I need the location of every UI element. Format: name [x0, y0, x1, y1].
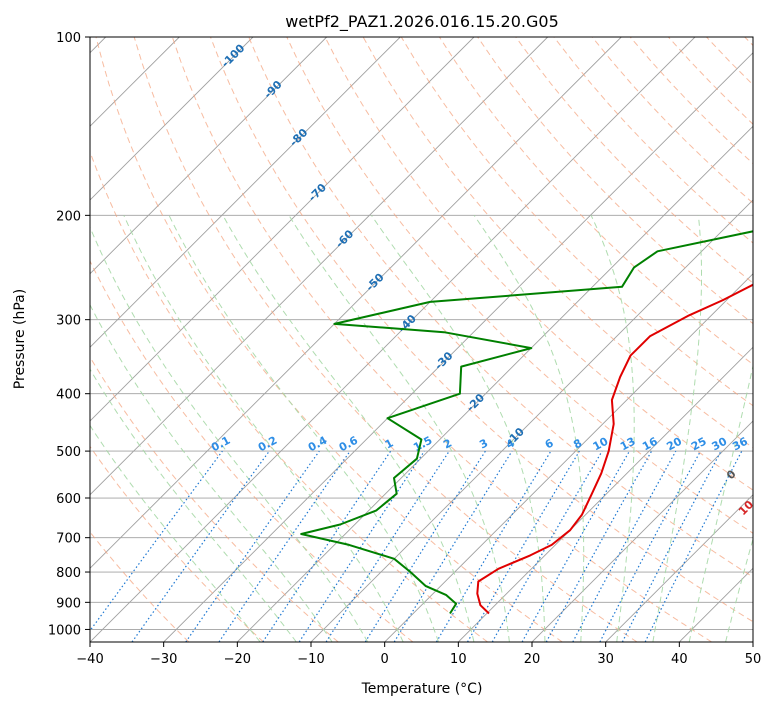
mixing-ratio-line — [218, 450, 351, 642]
isotherm-line — [163, 52, 753, 642]
x-tick-label: −20 — [224, 652, 251, 667]
temperature-profile — [476, 283, 753, 615]
y-tick-label: 400 — [56, 388, 81, 403]
y-tick-label: 500 — [56, 445, 81, 460]
y-tick-label: 800 — [56, 566, 81, 581]
moist-adiabats — [90, 215, 753, 642]
chart-title: wetPf2_PAZ1.2026.016.15.20.G05 — [285, 12, 559, 32]
x-tick-label: 30 — [597, 652, 614, 667]
mixing-ratio-label: 13 — [618, 435, 638, 454]
mixing-ratio-label: 25 — [689, 435, 709, 454]
x-tick-label: −30 — [150, 652, 177, 667]
moist-adiabat-line — [90, 226, 369, 642]
isotherm-line — [90, 37, 696, 642]
y-tick-label: 100 — [56, 31, 81, 46]
dry-adiabat-line — [171, 37, 712, 642]
isotherm-line — [90, 37, 622, 569]
mixing-ratio-line — [393, 450, 513, 642]
x-tick-label: 40 — [671, 652, 688, 667]
mixing-ratio-line — [131, 450, 270, 642]
mixing-ratio-line — [185, 450, 320, 642]
isotherm-line — [90, 37, 401, 348]
moist-adiabat-line — [473, 215, 585, 642]
isotherm-line — [90, 37, 328, 275]
mixing-ratio-line — [545, 450, 653, 642]
x-tick-label: −40 — [76, 652, 103, 667]
mixing-ratio-line — [572, 450, 677, 642]
x-tick-label: 50 — [745, 652, 762, 667]
dry-adiabat-line — [324, 37, 753, 491]
x-tick-label: 0 — [381, 652, 389, 667]
moist-adiabat-line — [90, 368, 297, 642]
isotherm-line — [457, 346, 753, 642]
isotherm-line — [531, 420, 753, 642]
dry-adiabat-line — [248, 37, 753, 578]
moist-adiabat-line — [652, 215, 702, 642]
dry-adiabat-line — [90, 356, 339, 642]
moist-adiabat-line — [222, 215, 475, 642]
moist-adiabat-line — [90, 303, 333, 642]
y-tick-label: 600 — [56, 492, 81, 507]
isotherm-line — [90, 37, 254, 201]
isotherm-line — [90, 37, 475, 422]
x-tick-label: −10 — [297, 652, 324, 667]
dewpoint-profile — [300, 230, 753, 615]
x-tick-label: 20 — [524, 652, 541, 667]
mixing-ratio-line — [325, 450, 450, 642]
moist-adiabat-line — [90, 424, 261, 642]
isobars — [90, 37, 753, 630]
isotherm-line — [236, 125, 753, 642]
mixing-ratio-label: 36 — [730, 435, 750, 454]
plot-frame — [89, 36, 754, 643]
dry-adiabat-line — [90, 445, 264, 642]
mixing-ratio-line — [521, 450, 631, 642]
moist-adiabat-line — [123, 215, 404, 642]
moist-adiabat-line — [590, 215, 635, 642]
mixing-ratio-line — [262, 450, 392, 642]
mixing-ratio-line — [644, 450, 743, 642]
moist-adiabat-line — [168, 215, 439, 642]
mixing-ratio-lines — [90, 450, 743, 642]
mixing-ratio-line — [90, 450, 223, 632]
isotherm-line — [605, 494, 753, 642]
moist-adiabat-line — [370, 215, 546, 642]
dry-adiabat-line — [210, 37, 753, 623]
mixing-ratio-label: 30 — [710, 435, 730, 454]
x-axis: −40 −30 −20 −10 0 10 20 30 40 50 — [76, 642, 761, 667]
isotherm-line — [90, 37, 549, 496]
dry-adiabat-line — [95, 37, 563, 642]
dry-adiabat-line — [90, 259, 414, 642]
dry-adiabat-line — [286, 37, 753, 534]
dry-adiabat-line — [515, 37, 753, 284]
y-tick-label: 700 — [56, 532, 81, 547]
y-tick-label: 1000 — [48, 623, 81, 638]
y-tick-label: 200 — [56, 209, 81, 224]
dry-adiabats — [90, 37, 753, 642]
mixing-ratio-label: 20 — [664, 435, 684, 454]
y-axis: 100 200 300 400 500 600 700 800 900 1000 — [48, 31, 90, 638]
mixing-ratio-label: 16 — [640, 435, 660, 454]
y-tick-label: 300 — [56, 314, 81, 329]
mixing-ratio-label: 10 — [591, 435, 611, 454]
dry-adiabat-line — [133, 37, 638, 642]
x-axis-label: Temperature (°C) — [361, 681, 483, 697]
y-axis-label: Pressure (hPa) — [12, 289, 28, 389]
x-tick-label: 10 — [450, 652, 467, 667]
isotherms — [90, 37, 753, 642]
isotherm-line — [384, 273, 753, 642]
y-tick-label: 900 — [56, 596, 81, 611]
